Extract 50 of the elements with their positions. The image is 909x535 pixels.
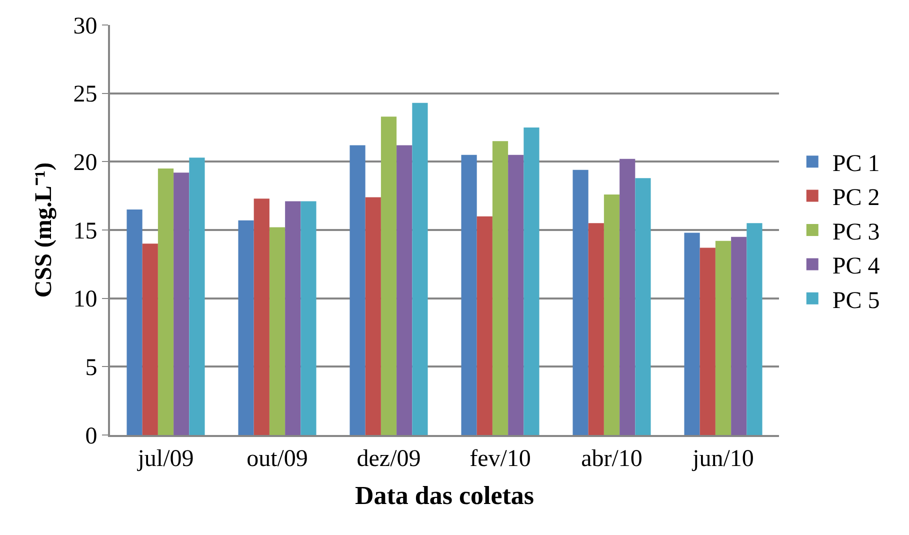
bar — [158, 168, 174, 435]
bar — [492, 141, 508, 435]
x-tick-label: fev/10 — [470, 446, 531, 472]
bar — [524, 128, 540, 435]
y-tick-label: 15 — [73, 218, 98, 244]
legend-label: PC 5 — [832, 288, 880, 314]
y-tick-label: 0 — [85, 423, 98, 450]
bar — [380, 116, 397, 435]
bar — [635, 178, 651, 435]
bar — [126, 210, 142, 435]
bar — [700, 248, 716, 435]
bar — [588, 223, 604, 435]
bar — [476, 216, 492, 435]
y-tick-label: 20 — [73, 150, 98, 176]
bar — [684, 232, 700, 435]
bar — [300, 201, 316, 435]
y-tick-label: 5 — [85, 355, 98, 382]
legend-label: PC 3 — [832, 219, 880, 246]
bar — [412, 102, 428, 435]
x-tick-label: out/09 — [246, 446, 308, 472]
x-tick-label: jun/10 — [692, 446, 754, 472]
bar — [238, 220, 254, 435]
bar — [620, 158, 636, 435]
bar — [189, 158, 205, 435]
x-tick-label: dez/09 — [356, 446, 421, 472]
y-tick-label: 25 — [73, 82, 98, 108]
bar — [604, 194, 620, 435]
bar — [746, 223, 762, 435]
legend-label: PC 2 — [832, 185, 880, 212]
bar — [174, 172, 190, 435]
bar — [350, 145, 366, 435]
bar — [731, 236, 747, 435]
x-axis-title: Data das coletas — [354, 481, 534, 510]
bar — [254, 198, 270, 435]
y-tick-label: 10 — [73, 286, 98, 313]
bar — [269, 227, 286, 435]
bar — [461, 154, 477, 435]
bar — [365, 197, 381, 435]
y-axis-title: CSS (mg.L⁻¹) — [30, 162, 57, 298]
x-tick-label: abr/10 — [581, 446, 642, 472]
y-tick-label: 30 — [73, 13, 98, 40]
bar — [142, 244, 158, 435]
bar — [285, 201, 301, 435]
legend-label: PC 4 — [832, 254, 880, 280]
bar — [508, 154, 524, 435]
x-tick-label: jul/09 — [136, 446, 194, 472]
bar — [572, 170, 588, 435]
legend-label: PC 1 — [832, 150, 880, 177]
bar — [396, 145, 412, 435]
bar — [715, 240, 732, 435]
